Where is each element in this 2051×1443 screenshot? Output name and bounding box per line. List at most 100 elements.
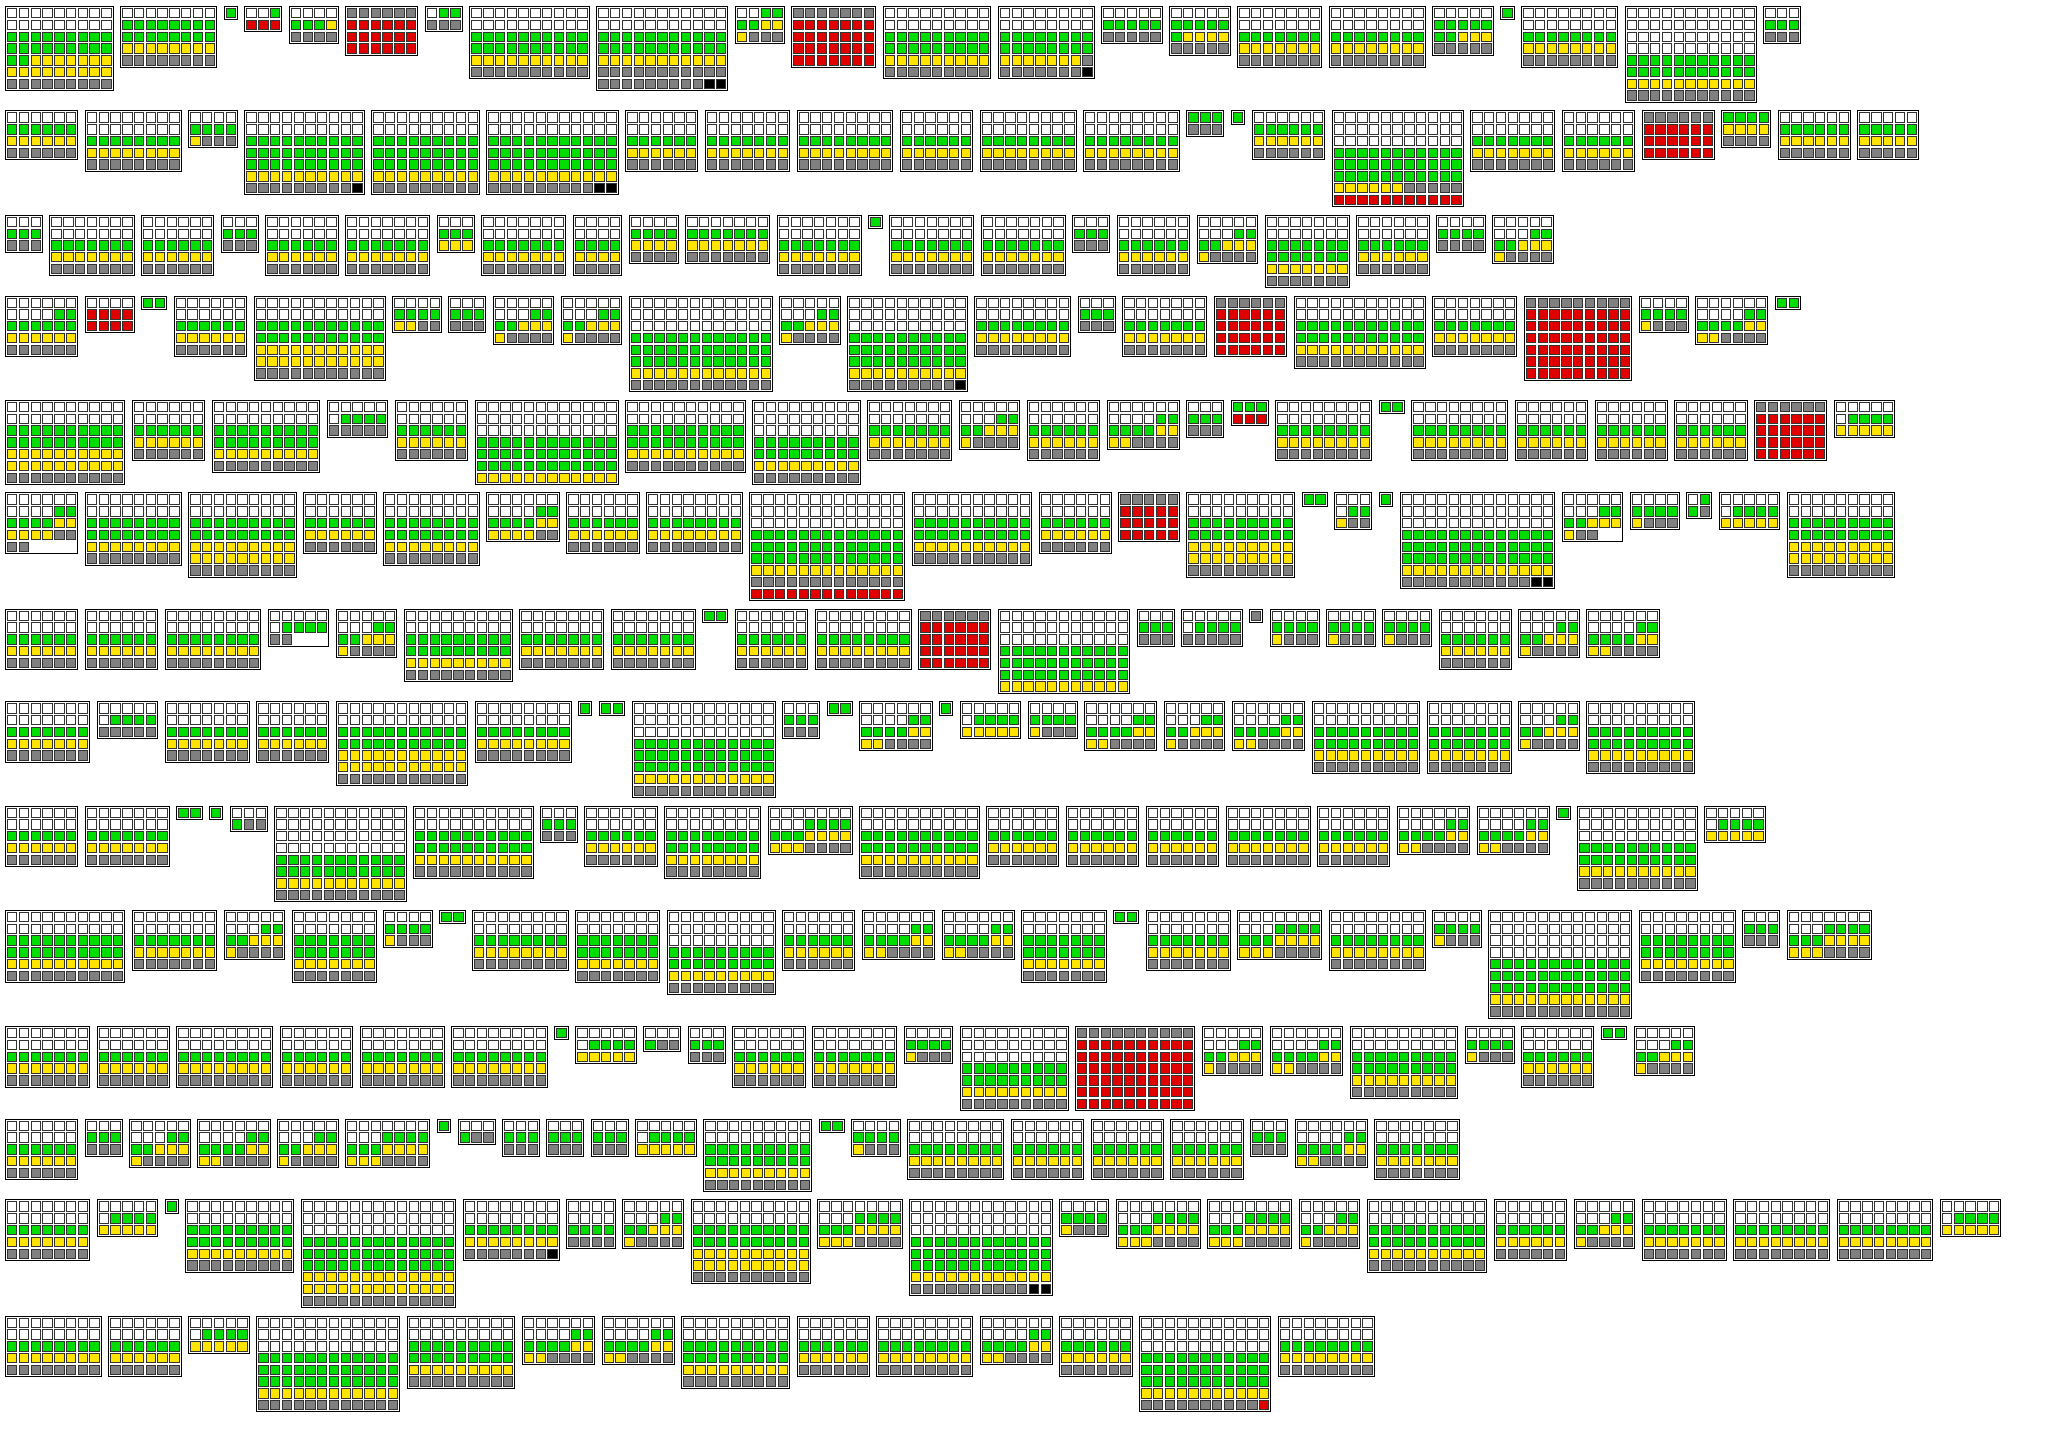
status-cell <box>654 321 665 332</box>
status-cell <box>317 529 328 541</box>
status-cell <box>1699 401 1711 413</box>
status-cell <box>385 541 396 552</box>
status-cell <box>1871 401 1882 413</box>
status-cell <box>476 669 488 680</box>
status-cell <box>1028 449 1040 460</box>
status-cell <box>666 321 677 332</box>
status-cell <box>1596 437 1607 448</box>
status-cell <box>1118 252 1130 263</box>
status-cell <box>1451 135 1462 147</box>
status-cell <box>1227 344 1238 356</box>
status-cell <box>328 494 340 505</box>
status-cell <box>603 506 614 517</box>
status-cell <box>1052 159 1063 170</box>
status-cell <box>654 252 665 263</box>
status-cell <box>1307 321 1318 332</box>
status-cell <box>122 541 133 552</box>
status-cell <box>654 344 665 356</box>
status-cell <box>1563 124 1575 135</box>
status-cell <box>54 529 65 541</box>
status-cell <box>1070 31 1081 42</box>
status-cell <box>937 159 948 170</box>
status-cell <box>77 8 89 19</box>
status-cell <box>666 240 677 251</box>
status-cell <box>848 460 859 472</box>
status-cell <box>1720 332 1732 344</box>
status-cell <box>814 240 825 251</box>
status-cell <box>1245 228 1257 239</box>
status-cell <box>213 401 225 413</box>
status-cell <box>1023 634 1034 645</box>
status-cell <box>1523 55 1534 66</box>
status-cell <box>317 183 328 194</box>
status-cell <box>594 171 605 182</box>
status-cell <box>704 610 715 621</box>
status-cell <box>98 622 109 633</box>
status-cell <box>1859 135 1870 147</box>
status-cell <box>1099 518 1110 529</box>
status-cell <box>405 610 417 621</box>
status-cell <box>1575 124 1586 135</box>
status-cell <box>1685 43 1696 54</box>
status-block <box>5 399 126 485</box>
status-cell <box>777 472 789 483</box>
status-cell <box>848 437 859 448</box>
status-cell <box>1756 506 1767 517</box>
status-cell <box>258 171 269 182</box>
status-cell <box>382 31 393 42</box>
status-cell <box>1620 332 1631 344</box>
status-cell <box>133 645 145 657</box>
status-cell <box>54 401 65 413</box>
status-cell <box>1266 228 1278 239</box>
status-cell <box>1883 529 1894 541</box>
status-cell <box>1265 147 1276 159</box>
status-cell <box>1023 55 1034 66</box>
status-cell <box>972 518 983 529</box>
status-cell <box>54 135 65 147</box>
status-cell <box>1244 413 1256 425</box>
status-cell <box>1023 657 1034 669</box>
status-cell <box>1392 124 1403 135</box>
status-cell <box>453 622 464 633</box>
status-cell <box>122 19 133 31</box>
status-cell <box>1626 90 1637 101</box>
status-cell <box>814 263 825 275</box>
status-cell <box>828 8 839 19</box>
status-cell <box>89 413 100 425</box>
status-cell <box>1746 112 1758 123</box>
status-cell <box>1413 413 1424 425</box>
status-cell <box>1396 634 1407 645</box>
status-cell <box>512 159 523 170</box>
status-cell <box>18 425 30 436</box>
status-cell <box>1162 634 1173 645</box>
status-cell <box>222 297 234 308</box>
status-cell <box>204 31 215 42</box>
status-cell <box>54 657 65 669</box>
status-cell <box>574 332 586 344</box>
status-block <box>867 399 953 462</box>
status-cell <box>1800 518 1811 529</box>
status-cell <box>1354 43 1365 54</box>
status-cell <box>1142 240 1153 251</box>
status-cell <box>943 332 955 344</box>
status-cell <box>1537 332 1548 344</box>
status-cell <box>961 216 973 228</box>
status-cell <box>1359 518 1371 529</box>
status-cell <box>1006 252 1017 263</box>
status-cell <box>1028 124 1040 135</box>
status-cell <box>1359 401 1371 413</box>
status-cell <box>1313 252 1325 263</box>
status-cell <box>586 252 597 263</box>
status-cell <box>417 216 429 228</box>
status-cell <box>518 297 529 308</box>
status-cell <box>852 657 863 669</box>
status-cell <box>810 159 821 170</box>
status-cell <box>892 401 904 413</box>
status-cell <box>736 8 748 19</box>
status-cell <box>713 309 724 320</box>
status-cell <box>54 610 65 621</box>
status-cell <box>405 309 417 320</box>
status-cell <box>394 19 405 31</box>
status-cell <box>863 657 875 669</box>
status-cell <box>630 309 642 320</box>
